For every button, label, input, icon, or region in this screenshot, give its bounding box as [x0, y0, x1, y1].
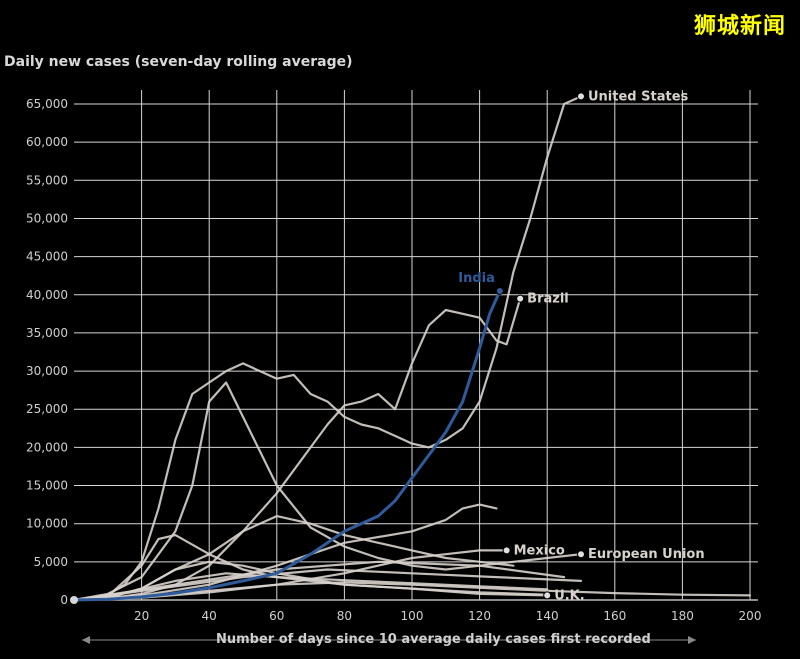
y-axis-title: Daily new cases (seven-day rolling avera… [4, 54, 353, 70]
series-label: U.K. [554, 588, 585, 603]
y-tick-label: 40,000 [26, 288, 68, 302]
x-tick-label: 200 [739, 609, 762, 623]
x-tick-label: 40 [202, 609, 217, 623]
series-label: India [458, 271, 495, 286]
series-label: United States [588, 89, 689, 104]
series-line [72, 95, 583, 602]
y-tick-label: 30,000 [26, 364, 68, 378]
arrow-left-icon [82, 636, 90, 644]
series-line [72, 289, 502, 602]
arrow-right-icon [688, 636, 696, 644]
brand-logo-text: 狮城新闻 [693, 14, 786, 39]
series-line [72, 381, 583, 602]
x-tick-label: 160 [603, 609, 626, 623]
y-tick-label: 50,000 [26, 211, 68, 225]
series-end-marker [495, 286, 504, 295]
series-line [72, 568, 583, 602]
y-tick-label: 45,000 [26, 250, 68, 264]
x-tick-label: 120 [468, 609, 491, 623]
x-tick-label: 20 [134, 609, 149, 623]
y-tick-label: 5,000 [34, 555, 68, 569]
y-tick-label: 15,000 [26, 479, 68, 493]
y-tick-label: 25,000 [26, 402, 68, 416]
series-end-marker [543, 591, 552, 600]
y-tick-label: 60,000 [26, 135, 68, 149]
y-tick-label: 35,000 [26, 326, 68, 340]
series-line [72, 560, 566, 602]
x-tick-label: 60 [269, 609, 284, 623]
y-tick-label: 20,000 [26, 440, 68, 454]
y-tick-label: 0 [60, 593, 68, 607]
x-tick-label: 80 [337, 609, 352, 623]
series-line [72, 514, 515, 602]
series-line [72, 533, 549, 602]
x-tick-label: 140 [536, 609, 559, 623]
x-axis-title: Number of days since 10 average daily ca… [216, 632, 651, 647]
y-tick-label: 65,000 [26, 97, 68, 111]
series-end-marker [502, 546, 511, 555]
x-tick-label: 100 [401, 609, 424, 623]
x-tick-label: 180 [671, 609, 694, 623]
series-label: European Union [588, 547, 705, 562]
y-tick-label: 10,000 [26, 517, 68, 531]
origin-marker [70, 596, 78, 604]
series-end-marker [577, 550, 585, 559]
series-end-marker [577, 92, 585, 101]
y-tick-label: 55,000 [26, 173, 68, 187]
plot-area [74, 90, 758, 600]
series-label: Brazil [527, 292, 569, 307]
series-end-marker [516, 294, 525, 303]
series-label: Mexico [514, 543, 565, 558]
series-line [72, 503, 498, 602]
